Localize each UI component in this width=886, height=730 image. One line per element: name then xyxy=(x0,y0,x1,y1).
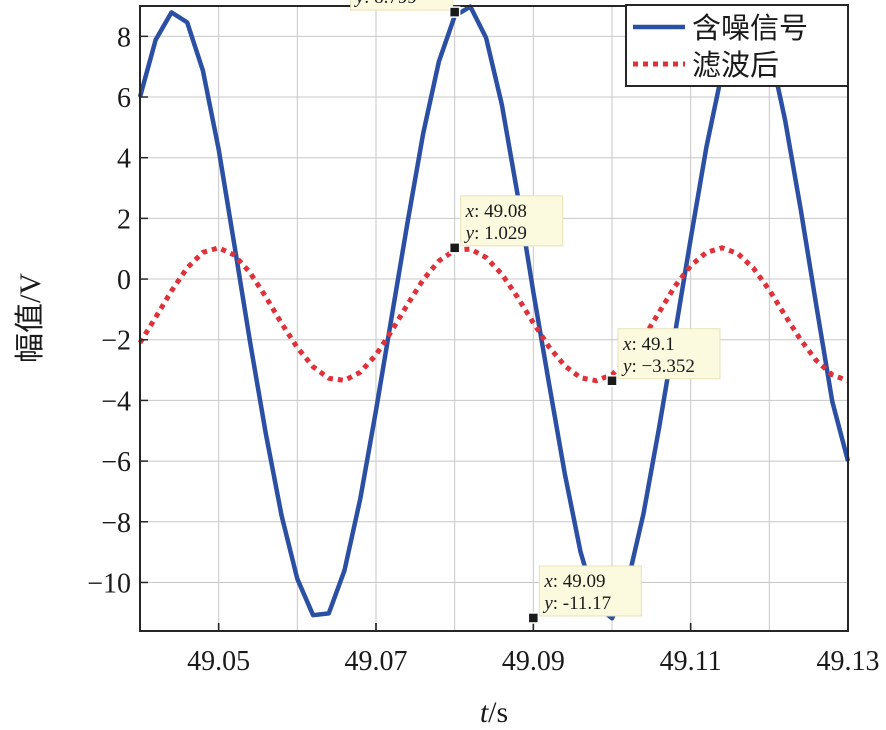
x-axis-label: t/s xyxy=(480,696,508,729)
data-tip-box xyxy=(350,0,454,11)
data-tip: x: 49.1y: −3.352 xyxy=(606,328,721,387)
legend-box xyxy=(625,4,849,87)
plot-frame xyxy=(139,5,849,632)
y-tick-label: 4 xyxy=(117,144,131,175)
x-tick-label: 49.09 xyxy=(502,646,565,677)
data-tip-marker xyxy=(448,6,461,18)
axis-ticks: 49.05 49.07 49.09 49.11 49.13 −10 −8 −6 −4 −2 0 2 4 6… xyxy=(87,22,879,677)
y-tick-label: −8 xyxy=(101,508,131,539)
data-tip-x: x: 49.08 xyxy=(465,201,527,222)
y-tick-label: −2 xyxy=(101,326,131,357)
data-tip-box xyxy=(538,565,642,617)
data-tip-box xyxy=(617,328,721,380)
data-tip: x: 49.09y: -11.17 xyxy=(527,565,642,624)
y-tick-label: 6 xyxy=(117,83,131,114)
data-tip-marker xyxy=(448,242,461,254)
data-tip-marker xyxy=(527,612,540,624)
data-tip-y: y: 1.029 xyxy=(464,223,527,244)
y-tick-label: 8 xyxy=(117,22,131,53)
data-tip: x: 49.08y: 1.029 xyxy=(448,195,564,254)
data-tip-box xyxy=(460,195,564,247)
data-tip-y: y: 8.799 xyxy=(354,0,417,8)
data-tip-y: y: −3.352 xyxy=(621,356,695,377)
y-tick-label: −10 xyxy=(87,568,131,599)
data-tip-marker xyxy=(606,375,618,387)
x-tick-label: 49.07 xyxy=(345,646,408,677)
data-tip: x: 49.08y: 8.799 xyxy=(350,0,461,18)
y-tick-label: −6 xyxy=(101,447,131,478)
y-tick-label: 2 xyxy=(117,204,131,235)
data-tip-x: x: 49.1 xyxy=(622,334,675,355)
x-tick-label: 49.11 xyxy=(660,646,722,677)
legend-label-noisy: 含噪信号 xyxy=(692,11,808,45)
series-line-noisy xyxy=(137,4,851,621)
x-tick-label: 49.13 xyxy=(817,646,880,677)
data-tip-y: y: -11.17 xyxy=(542,593,611,614)
legend: 含噪信号 滤波后 xyxy=(625,4,849,87)
series-line-filtered xyxy=(137,245,849,384)
series-layer xyxy=(137,4,851,621)
data-tip-x: x: 49.09 xyxy=(543,571,605,592)
y-tick-label: 0 xyxy=(117,265,131,296)
legend-label-filtered: 滤波后 xyxy=(692,48,779,82)
y-axis-label: 幅值/V xyxy=(14,273,47,363)
x-tick-label: 49.05 xyxy=(187,646,250,677)
y-tick-label: −4 xyxy=(101,386,131,417)
